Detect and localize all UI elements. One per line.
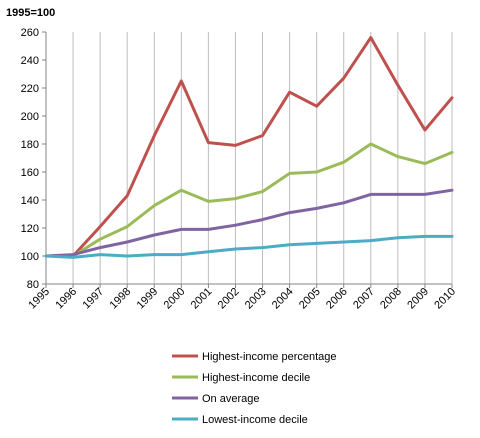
series-lines <box>44 36 454 259</box>
y-tick-label: 260 <box>21 27 39 39</box>
x-tick-labels: 1995 1996 1997 1998 1999 2000 2001 2002 2003 2004… <box>26 286 458 312</box>
x-tick-label: 2000 <box>162 286 188 312</box>
y-tick-labels: 80 100 120 140 160 180 200 220 240 260 <box>21 27 39 291</box>
x-tick-label: 1996 <box>53 286 79 312</box>
x-tick-label: 2004 <box>270 286 296 312</box>
axes <box>42 31 453 288</box>
series-line-lowest-income-decile <box>44 234 454 259</box>
x-tick-label: 1997 <box>80 286 106 312</box>
x-tick-label: 2007 <box>351 286 377 312</box>
x-tick-label: 2001 <box>189 286 215 312</box>
series-line-highest-income-decile <box>44 142 454 258</box>
y-tick-label: 200 <box>21 111 39 123</box>
legend-label-lowest-income-decile: Lowest-income decile <box>202 414 308 426</box>
legend-label-on-average: On average <box>202 393 259 405</box>
x-tick-label: 1999 <box>135 286 161 312</box>
x-tick-label: 2010 <box>432 286 458 312</box>
x-tick-label: 2005 <box>297 286 323 312</box>
y-tick-label: 160 <box>21 167 39 179</box>
y-tick-label: 220 <box>21 83 39 95</box>
x-tick-label: 2003 <box>243 286 269 312</box>
y-tick-label: 140 <box>21 195 39 207</box>
y-unit-label: 1995=100 <box>6 7 55 19</box>
x-tick-label: 2008 <box>378 286 404 312</box>
legend-label-highest-income-percentage: Highest-income percentage <box>202 351 337 363</box>
y-tick-label: 180 <box>21 139 39 151</box>
y-tick-label: 100 <box>21 251 39 263</box>
x-tick-label: 1998 <box>108 286 134 312</box>
legend-label-highest-income-decile: Highest-income decile <box>202 372 310 384</box>
series-line-highest-income-percentage <box>44 36 454 258</box>
y-tick-label: 80 <box>27 279 39 291</box>
series-line-on-average <box>44 188 454 258</box>
x-tick-label: 2009 <box>405 286 431 312</box>
legend: Highest-income percentage Highest-income … <box>172 351 337 426</box>
y-tick-label: 240 <box>21 55 39 67</box>
x-tick-label: 2006 <box>324 286 350 312</box>
y-tick-label: 120 <box>21 223 39 235</box>
x-tick-label: 2002 <box>216 286 242 312</box>
